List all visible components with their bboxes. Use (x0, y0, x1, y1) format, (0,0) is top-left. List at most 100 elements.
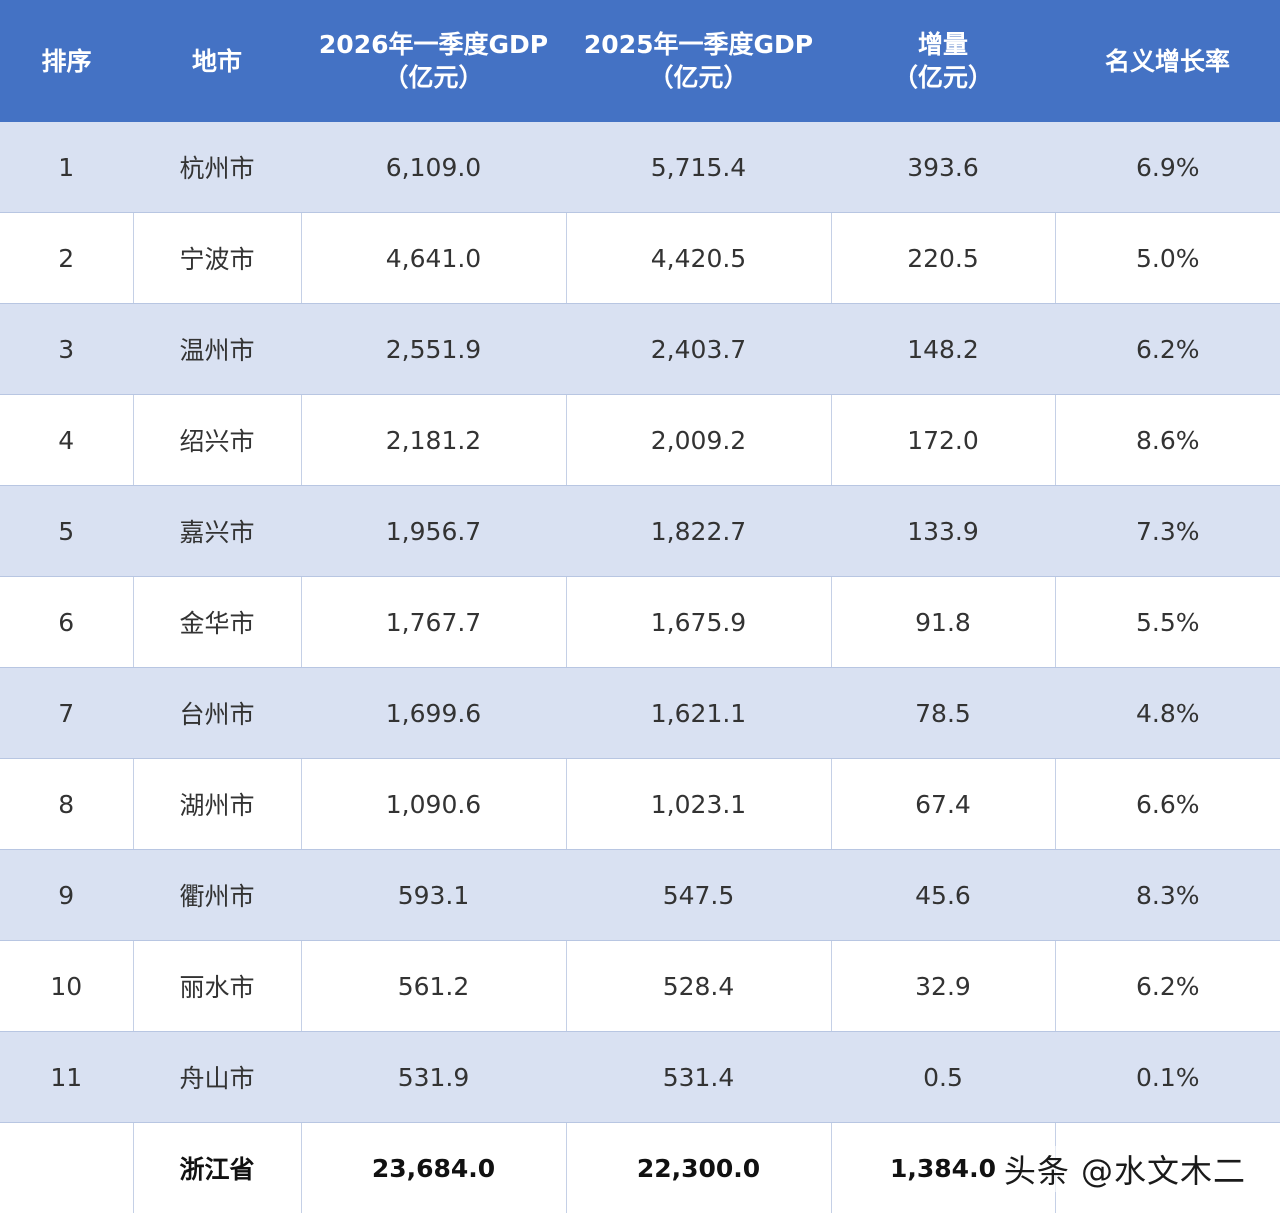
cell-growth: 4.8% (1054, 667, 1280, 759)
cell-gdp-2026: 593.1 (300, 849, 566, 941)
cell-increase: 133.9 (830, 485, 1055, 577)
header-growth-label: 名义增长率 (1104, 46, 1230, 76)
header-increase-line2: （亿元） (892, 63, 993, 92)
cell-gdp-2025: 2,403.7 (565, 303, 831, 395)
cell-rank: 6 (0, 576, 133, 668)
header-gdp-2026-line1: 2026年一季度GDP (318, 30, 549, 59)
total-province: 浙江省 (132, 1122, 301, 1213)
cell-rank: 5 (0, 485, 133, 577)
cell-gdp-2026: 4,641.0 (300, 212, 566, 304)
cell-city: 杭州市 (132, 122, 301, 213)
cell-city: 宁波市 (132, 212, 301, 304)
cell-gdp-2026: 531.9 (300, 1031, 566, 1123)
cell-gdp-2026: 2,551.9 (300, 303, 566, 395)
header-gdp-2026-line2: （亿元） (383, 63, 484, 92)
total-gdp-2025: 22,300.0 (565, 1122, 831, 1213)
header-row: 排序 地市 2026年一季度GDP （亿元） 2025年一季度GDP （亿元） … (0, 0, 1280, 122)
cell-gdp-2025: 2,009.2 (565, 394, 831, 486)
cell-city: 舟山市 (132, 1031, 301, 1123)
cell-rank: 8 (0, 758, 133, 850)
cell-increase: 45.6 (830, 849, 1055, 941)
header-increase: 增量 （亿元） (831, 0, 1055, 122)
cell-growth: 8.6% (1054, 394, 1280, 486)
cell-city: 绍兴市 (132, 394, 301, 486)
cell-gdp-2025: 547.5 (565, 849, 831, 941)
cell-gdp-2025: 4,420.5 (565, 212, 831, 304)
total-rank (0, 1122, 133, 1213)
header-increase-line1: 增量 (917, 30, 968, 59)
cell-gdp-2026: 1,090.6 (300, 758, 566, 850)
cell-rank: 11 (0, 1031, 133, 1123)
cell-increase: 0.5 (830, 1031, 1055, 1123)
cell-city: 台州市 (132, 667, 301, 759)
cell-gdp-2025: 531.4 (565, 1031, 831, 1123)
table-row: 8 湖州市 1,090.6 1,023.1 67.4 6.6% (0, 758, 1280, 850)
total-row: 浙江省 23,684.0 22,300.0 1,384.0 (0, 1122, 1280, 1213)
cell-gdp-2026: 2,181.2 (300, 394, 566, 486)
table-row: 2 宁波市 4,641.0 4,420.5 220.5 5.0% (0, 212, 1280, 304)
cell-growth: 6.6% (1054, 758, 1280, 850)
cell-city: 嘉兴市 (132, 485, 301, 577)
cell-city: 湖州市 (132, 758, 301, 850)
table-row: 3 温州市 2,551.9 2,403.7 148.2 6.2% (0, 303, 1280, 395)
table-row: 7 台州市 1,699.6 1,621.1 78.5 4.8% (0, 667, 1280, 759)
total-gdp-2026: 23,684.0 (300, 1122, 566, 1213)
cell-city: 温州市 (132, 303, 301, 395)
table-row: 5 嘉兴市 1,956.7 1,822.7 133.9 7.3% (0, 485, 1280, 577)
header-gdp-2025-line1: 2025年一季度GDP (583, 30, 814, 59)
cell-growth: 6.9% (1054, 122, 1280, 213)
table-row: 11 舟山市 531.9 531.4 0.5 0.1% (0, 1031, 1280, 1123)
table-row: 4 绍兴市 2,181.2 2,009.2 172.0 8.6% (0, 394, 1280, 486)
cell-growth: 5.0% (1054, 212, 1280, 304)
cell-gdp-2026: 1,699.6 (300, 667, 566, 759)
cell-increase: 91.8 (830, 576, 1055, 668)
cell-increase: 78.5 (830, 667, 1055, 759)
cell-growth: 6.2% (1054, 303, 1280, 395)
cell-increase: 32.9 (830, 940, 1055, 1032)
cell-rank: 9 (0, 849, 133, 941)
header-gdp-2025-line2: （亿元） (648, 63, 749, 92)
cell-rank: 1 (0, 122, 133, 213)
cell-increase: 220.5 (830, 212, 1055, 304)
header-gdp-2025: 2025年一季度GDP （亿元） (566, 0, 831, 122)
cell-gdp-2025: 1,675.9 (565, 576, 831, 668)
watermark: 头条 @水文木二 (999, 1146, 1250, 1192)
cell-rank: 2 (0, 212, 133, 304)
header-rank: 排序 (0, 0, 133, 122)
cell-city: 丽水市 (132, 940, 301, 1032)
table-row: 10 丽水市 561.2 528.4 32.9 6.2% (0, 940, 1280, 1032)
header-gdp-2026: 2026年一季度GDP （亿元） (301, 0, 566, 122)
cell-gdp-2025: 1,621.1 (565, 667, 831, 759)
table-row: 9 衢州市 593.1 547.5 45.6 8.3% (0, 849, 1280, 941)
cell-increase: 148.2 (830, 303, 1055, 395)
table-row: 6 金华市 1,767.7 1,675.9 91.8 5.5% (0, 576, 1280, 668)
cell-gdp-2026: 1,767.7 (300, 576, 566, 668)
cell-rank: 10 (0, 940, 133, 1032)
cell-rank: 7 (0, 667, 133, 759)
cell-growth: 6.2% (1054, 940, 1280, 1032)
cell-gdp-2026: 6,109.0 (300, 122, 566, 213)
cell-gdp-2025: 528.4 (565, 940, 831, 1032)
table-row: 1 杭州市 6,109.0 5,715.4 393.6 6.9% (0, 122, 1280, 213)
cell-gdp-2026: 561.2 (300, 940, 566, 1032)
cell-growth: 7.3% (1054, 485, 1280, 577)
cell-increase: 67.4 (830, 758, 1055, 850)
header-city-label: 地市 (191, 46, 242, 76)
table-header: 排序 地市 2026年一季度GDP （亿元） 2025年一季度GDP （亿元） … (0, 0, 1280, 122)
cell-growth: 0.1% (1054, 1031, 1280, 1123)
cell-increase: 172.0 (830, 394, 1055, 486)
table-body: 1 杭州市 6,109.0 5,715.4 393.6 6.9% 2 宁波市 4… (0, 122, 1280, 1213)
cell-gdp-2025: 5,715.4 (565, 122, 831, 213)
cell-gdp-2025: 1,822.7 (565, 485, 831, 577)
cell-city: 金华市 (132, 576, 301, 668)
header-rank-label: 排序 (41, 46, 92, 76)
header-growth: 名义增长率 (1055, 0, 1280, 122)
cell-growth: 5.5% (1054, 576, 1280, 668)
cell-rank: 3 (0, 303, 133, 395)
header-city: 地市 (133, 0, 301, 122)
cell-growth: 8.3% (1054, 849, 1280, 941)
cell-gdp-2026: 1,956.7 (300, 485, 566, 577)
cell-rank: 4 (0, 394, 133, 486)
